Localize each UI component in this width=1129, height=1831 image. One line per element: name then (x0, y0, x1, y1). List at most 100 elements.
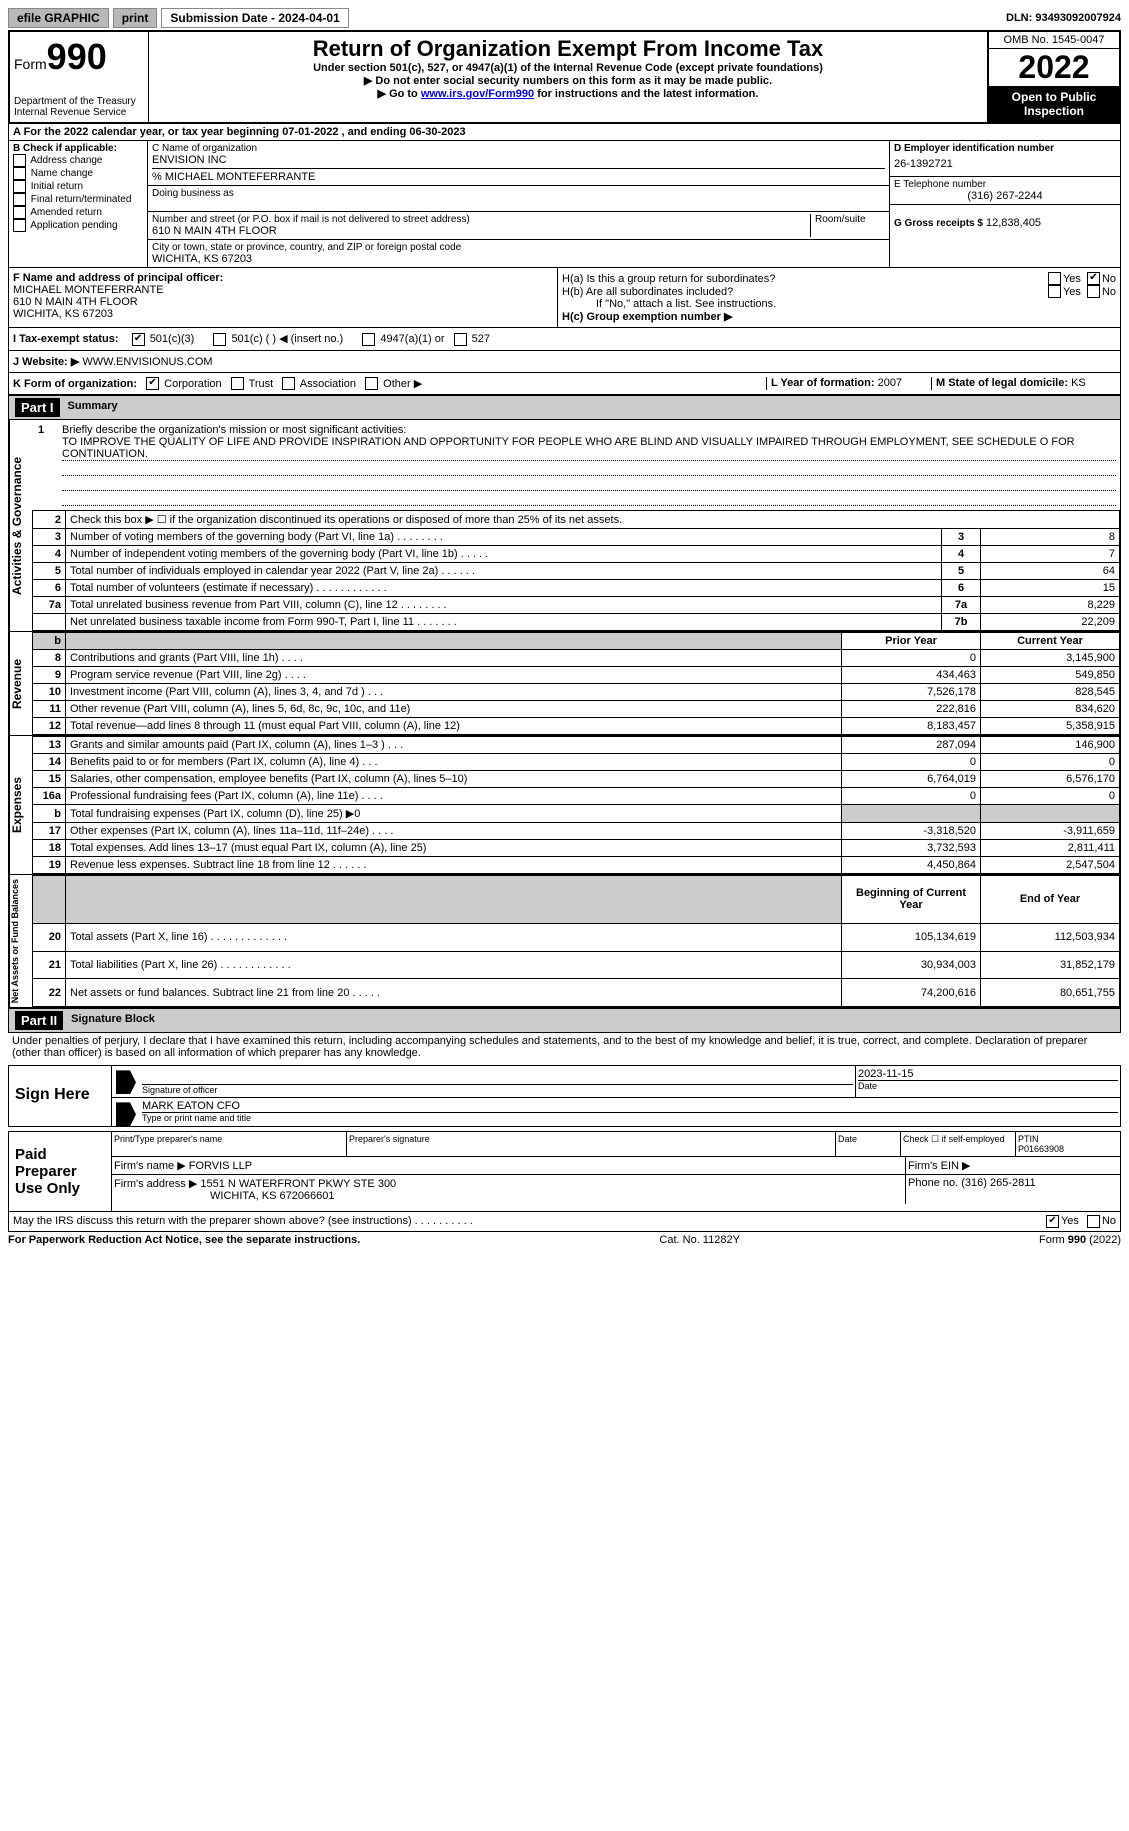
footer-left: For Paperwork Reduction Act Notice, see … (8, 1234, 360, 1246)
gov-section: Activities & Governance 1 Briefly descri… (8, 420, 1121, 632)
exp-side-label: Expenses (9, 736, 32, 874)
colb-checkbox[interactable] (13, 167, 26, 180)
section-f: F Name and address of principal officer:… (9, 268, 558, 327)
corp-checkbox[interactable] (146, 377, 159, 390)
officer-addr1: 610 N MAIN 4TH FLOOR (13, 296, 553, 308)
discuss-q: May the IRS discuss this return with the… (13, 1215, 1046, 1228)
colb-checkbox[interactable] (13, 193, 26, 206)
mission-label: Briefly describe the organization's miss… (62, 424, 406, 436)
sig-date: 2023-11-15 (858, 1068, 1118, 1080)
f-label: F Name and address of principal officer: (13, 272, 553, 284)
trust-checkbox[interactable] (231, 377, 244, 390)
org-name: ENVISION INC (152, 154, 885, 166)
dln: DLN: 93493092007924 (1006, 12, 1121, 24)
name-label: C Name of organization (152, 143, 885, 154)
rev-section: Revenue bPrior YearCurrent Year8Contribu… (8, 632, 1121, 736)
527-label: 527 (472, 333, 490, 345)
exp-section: Expenses 13Grants and similar amounts pa… (8, 736, 1121, 875)
rev-table: bPrior YearCurrent Year8Contributions an… (32, 632, 1120, 735)
ein-val: 26-1392721 (894, 154, 1116, 174)
part2-title: Signature Block (63, 1011, 163, 1030)
colb-checkbox[interactable] (13, 180, 26, 193)
l-label: L Year of formation: (771, 377, 875, 389)
firm-name: FORVIS LLP (189, 1160, 252, 1172)
irs-label: Internal Revenue Service (14, 107, 144, 118)
ha-no-checkbox[interactable] (1087, 272, 1100, 285)
street-addr: 610 N MAIN 4TH FLOOR (152, 225, 806, 237)
part1-header: Part I Summary (8, 395, 1121, 420)
section-klm: K Form of organization: Corporation Trus… (9, 373, 1120, 395)
hb-label: H(b) Are all subordinates included? (562, 286, 1048, 298)
j-label: J Website: ▶ (13, 356, 79, 368)
yes-label2: Yes (1063, 286, 1081, 298)
col-c: C Name of organization ENVISION INC % MI… (148, 141, 890, 267)
firm-name-label: Firm's name ▶ (114, 1160, 186, 1172)
sig-date-label: Date (858, 1080, 1118, 1091)
part2-header: Part II Signature Block (8, 1008, 1121, 1033)
gov-table: 2Check this box ▶ ☐ if the organization … (32, 510, 1120, 631)
goto-pre: ▶ Go to (378, 88, 421, 100)
form-number: Form990 (14, 36, 144, 78)
footer: For Paperwork Reduction Act Notice, see … (8, 1232, 1121, 1248)
efile-btn[interactable]: efile GRAPHIC (8, 8, 109, 28)
subtitle: Under section 501(c), 527, or 4947(a)(1)… (157, 62, 979, 74)
hb-yes-checkbox[interactable] (1048, 285, 1061, 298)
city-val: WICHITA, KS 67203 (152, 253, 885, 265)
goto-line: ▶ Go to www.irs.gov/Form990 for instruct… (157, 87, 979, 100)
sign-here-label: Sign Here (9, 1066, 112, 1126)
527-checkbox[interactable] (454, 333, 467, 346)
footer-right: Form 990 (2022) (1039, 1234, 1121, 1246)
assoc-checkbox[interactable] (282, 377, 295, 390)
gov-side-label: Activities & Governance (9, 420, 32, 631)
gross-label: G Gross receipts $ (894, 218, 983, 229)
colb-checkbox[interactable] (13, 154, 26, 167)
phone-label: E Telephone number (894, 179, 1116, 190)
warn-line: ▶ Do not enter social security numbers o… (157, 74, 979, 87)
col-d: D Employer identification number 26-1392… (890, 141, 1120, 267)
colb-checkbox[interactable] (13, 206, 26, 219)
section-i: I Tax-exempt status: 501(c)(3) 501(c) ( … (9, 328, 1120, 350)
paid-section: Paid Preparer Use Only Print/Type prepar… (8, 1131, 1121, 1212)
care-of: % MICHAEL MONTEFERRANTE (152, 168, 885, 183)
no-label2: No (1102, 286, 1116, 298)
other-checkbox[interactable] (365, 377, 378, 390)
sig-arrow-icon2 (116, 1102, 136, 1126)
form-word: Form (14, 56, 47, 72)
firm-ein-label: Firm's EIN ▶ (905, 1157, 1120, 1174)
officer-sig-name: MARK EATON CFO (142, 1100, 1118, 1112)
room-label: Room/suite (815, 214, 885, 225)
hb-note: If "No," attach a list. See instructions… (562, 298, 1116, 310)
colb-checkbox[interactable] (13, 219, 26, 232)
prep-phone-label: Phone no. (908, 1177, 958, 1189)
ha-yes-checkbox[interactable] (1048, 272, 1061, 285)
firm-addr1: 1551 N WATERFRONT PKWY STE 300 (200, 1178, 396, 1190)
hb-no-checkbox[interactable] (1087, 285, 1100, 298)
gross-val: 12,838,405 (986, 217, 1041, 229)
discuss-yes: Yes (1061, 1215, 1079, 1228)
section-j: J Website: ▶ WWW.ENVISIONUS.COM (9, 351, 1120, 372)
yes-label: Yes (1063, 273, 1081, 285)
discuss-no-checkbox[interactable] (1087, 1215, 1100, 1228)
501c-checkbox[interactable] (213, 333, 226, 346)
discuss-yes-checkbox[interactable] (1046, 1215, 1059, 1228)
dept-treasury: Department of the Treasury (14, 96, 144, 107)
website-val: WWW.ENVISIONUS.COM (82, 356, 212, 368)
ha-label: H(a) Is this a group return for subordin… (562, 273, 1048, 285)
assoc-label: Association (300, 378, 356, 390)
c-label: 501(c) ( ) ◀ (insert no.) (231, 333, 343, 345)
net-side-label: Net Assets or Fund Balances (9, 875, 32, 1007)
net-section: Net Assets or Fund Balances Beginning of… (8, 875, 1121, 1008)
officer-addr2: WICHITA, KS 67203 (13, 308, 553, 320)
dba-label: Doing business as (152, 188, 885, 199)
print-btn[interactable]: print (113, 8, 158, 28)
no-label: No (1102, 273, 1116, 285)
501c3-checkbox[interactable] (132, 333, 145, 346)
prep-sig-label: Preparer's signature (347, 1132, 836, 1156)
i-label: I Tax-exempt status: (13, 333, 119, 345)
city-label: City or town, state or province, country… (152, 242, 885, 253)
prep-phone-val: (316) 265-2811 (961, 1177, 1035, 1189)
irs-link[interactable]: www.irs.gov/Form990 (421, 88, 534, 100)
declaration: Under penalties of perjury, I declare th… (8, 1033, 1121, 1061)
submission-date: Submission Date - 2024-04-01 (161, 8, 348, 28)
4947-checkbox[interactable] (362, 333, 375, 346)
